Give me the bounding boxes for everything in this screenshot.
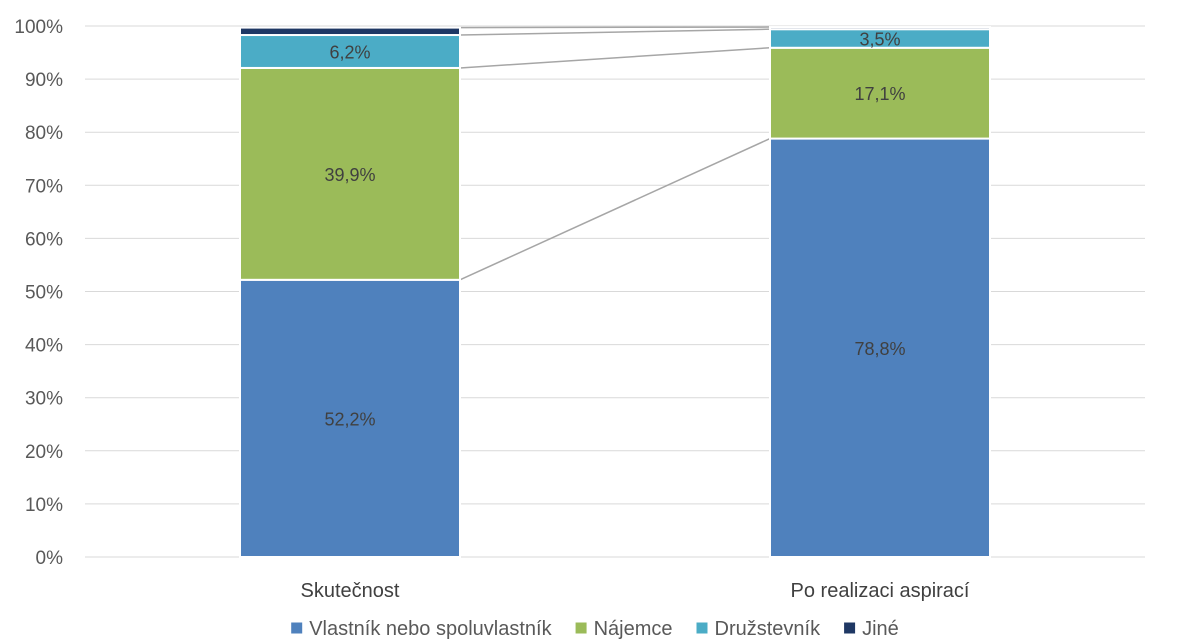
series-line bbox=[459, 28, 771, 36]
bar-segment bbox=[239, 66, 461, 281]
data-label: 6,2% bbox=[329, 42, 370, 62]
x-tick-label: Po realizaci aspirací bbox=[791, 580, 970, 602]
x-tick-label: Skutečnost bbox=[301, 580, 400, 602]
bar-segment bbox=[239, 34, 461, 69]
y-tick-label: 0% bbox=[36, 548, 64, 569]
y-tick-label: 100% bbox=[14, 17, 63, 38]
bar-segment bbox=[769, 46, 991, 140]
y-tick-label: 50% bbox=[25, 283, 63, 304]
bars bbox=[239, 26, 991, 559]
y-tick-label: 80% bbox=[25, 123, 63, 144]
legend-swatch bbox=[291, 622, 303, 634]
x-axis: Skutečnost Po realizaci aspirací bbox=[301, 580, 970, 602]
legend-label: Nájemce bbox=[594, 618, 673, 640]
bar-segment bbox=[769, 26, 991, 31]
series-lines bbox=[459, 26, 771, 281]
series-line bbox=[459, 26, 771, 29]
legend-label: Jiné bbox=[862, 618, 899, 640]
data-label: 52,2% bbox=[324, 409, 375, 429]
y-tick-label: 90% bbox=[25, 70, 63, 91]
legend-label: Vlastník nebo spoluvlastník bbox=[309, 618, 552, 640]
bar-segment bbox=[239, 278, 461, 558]
data-label: 17,1% bbox=[854, 84, 905, 104]
y-tick-label: 10% bbox=[25, 495, 63, 516]
y-tick-label: 40% bbox=[25, 336, 63, 357]
legend-swatch bbox=[844, 622, 856, 634]
y-tick-label: 70% bbox=[25, 176, 63, 197]
y-tick-label: 30% bbox=[25, 389, 63, 410]
legend-label: Družstevník bbox=[715, 618, 822, 640]
legend-swatch bbox=[575, 622, 587, 634]
legend-swatch bbox=[696, 622, 708, 634]
bar-segment bbox=[239, 26, 461, 37]
data-labels: 52,2% 39,9% 6,2% 78,8% 17,1% 3,5% bbox=[324, 29, 905, 429]
data-label: 3,5% bbox=[859, 29, 900, 49]
data-label: 78,8% bbox=[854, 339, 905, 359]
series-line bbox=[459, 137, 771, 281]
y-axis: 0% 10% 20% 30% 40% 50% 60% 70% 80% 90% 100% bbox=[14, 17, 63, 569]
series-line bbox=[459, 47, 771, 69]
y-tick-label: 60% bbox=[25, 229, 63, 250]
legend: Vlastník nebo spoluvlastník Nájemce Družst… bbox=[291, 618, 899, 640]
y-tick-label: 20% bbox=[25, 442, 63, 463]
bar-segment bbox=[769, 137, 991, 559]
data-label: 39,9% bbox=[324, 165, 375, 185]
